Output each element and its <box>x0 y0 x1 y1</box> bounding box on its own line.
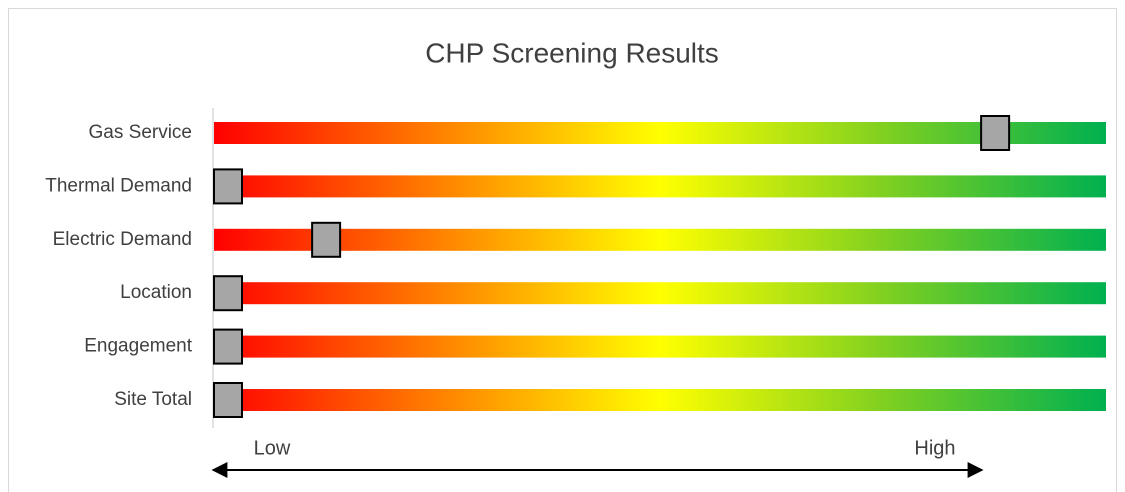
high-label: High <box>914 437 955 459</box>
chart-title: CHP Screening Results <box>425 37 719 68</box>
marker <box>213 328 243 365</box>
marker <box>311 221 342 258</box>
marker <box>980 115 1011 151</box>
gradient-bar <box>214 228 1106 251</box>
row-label: Engagement <box>84 336 192 357</box>
gradient-bar <box>214 389 1106 411</box>
row-label: Gas Service <box>89 122 192 143</box>
gradient-bar <box>214 122 1106 144</box>
gradient-bar <box>214 282 1106 305</box>
marker <box>213 275 243 312</box>
gradient-bar <box>214 175 1106 198</box>
row-label: Electric Demand <box>53 229 192 250</box>
row-label: Location <box>120 282 192 303</box>
marker <box>213 168 243 205</box>
gradient-bar <box>214 335 1106 358</box>
marker <box>213 382 243 418</box>
row-label: Thermal Demand <box>45 175 192 196</box>
row-label: Site Total <box>114 389 192 410</box>
low-label: Low <box>254 437 291 459</box>
